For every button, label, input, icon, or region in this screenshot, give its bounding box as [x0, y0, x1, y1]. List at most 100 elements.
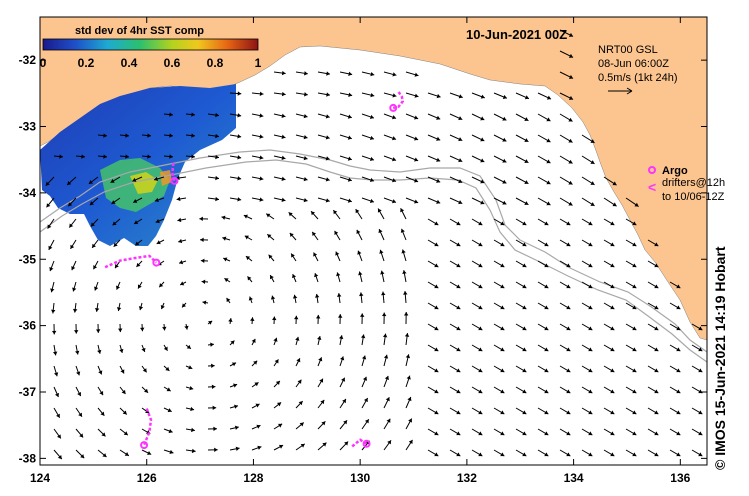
current-arrow [179, 281, 187, 286]
drifter-symbol-icon: < [648, 179, 656, 195]
current-arrow [515, 197, 529, 206]
current-arrow [581, 260, 593, 268]
current-arrow [515, 386, 527, 394]
current-arrow [581, 449, 593, 457]
current-arrow [97, 154, 108, 159]
current-arrow [537, 365, 549, 373]
current-arrow [97, 365, 103, 375]
current-arrow [537, 197, 551, 206]
current-source: NRT00 GSL [598, 44, 658, 56]
current-arrow [515, 302, 527, 310]
current-arrow [515, 155, 529, 164]
current-arrow [292, 273, 297, 283]
current-arrow [75, 428, 84, 438]
current-arrow [537, 323, 549, 331]
current-arrow [295, 92, 308, 97]
current-arrow [53, 386, 60, 398]
current-arrow [559, 113, 573, 122]
current-arrow [207, 363, 215, 368]
current-arrow [295, 197, 308, 203]
current-arrow [163, 365, 170, 372]
argo-drifter-tracks [104, 91, 405, 450]
current-arrow [559, 92, 574, 100]
current-arrow [581, 281, 593, 289]
current-arrow [96, 323, 101, 333]
current-arrow [603, 302, 615, 310]
current-arrow [405, 113, 419, 120]
current-arrow [295, 176, 308, 182]
scale-arrow-icon [608, 87, 633, 95]
current-arrow [295, 358, 301, 367]
current-arrow [313, 252, 319, 262]
current-arrow [132, 197, 143, 204]
current-arrow [119, 407, 128, 415]
current-arrow [378, 228, 385, 241]
current-arrow [229, 340, 235, 346]
current-arrow [269, 274, 275, 283]
current-arrow [175, 175, 187, 181]
colorbar-tick-label: 0.2 [78, 56, 95, 70]
current-arrow [317, 420, 326, 430]
current-arrow [559, 260, 571, 268]
current-arrow [97, 344, 102, 354]
current-arrow [449, 365, 461, 373]
current-arrow [647, 260, 659, 268]
current-arrow [669, 281, 681, 289]
current-arrows [45, 29, 703, 460]
current-arrow [427, 407, 439, 415]
lon-tick-label: 124 [30, 471, 50, 485]
colorbar-tick-label: 0 [40, 56, 47, 70]
current-arrow [228, 318, 233, 325]
current-arrow [163, 112, 174, 117]
argo-float-marker [389, 103, 398, 112]
current-arrow [537, 449, 549, 457]
current-arrow [229, 404, 239, 409]
current-arrow [493, 155, 507, 163]
current-arrow [119, 344, 124, 354]
colorbar-title: std dev of 4hr SST comp [75, 25, 204, 37]
current-arrow [603, 218, 615, 226]
current-arrow [356, 229, 363, 241]
current-arrow [52, 344, 58, 356]
current-arrow [537, 176, 551, 185]
current-arrow [91, 239, 99, 249]
current-arrow [295, 155, 308, 161]
current-arrow [273, 134, 286, 139]
current-arrow [75, 386, 82, 397]
current-arrow [427, 302, 439, 310]
imos-credit: © IMOS 15-Jun-2021 14:19 Hobart [712, 246, 728, 470]
current-arrow [383, 439, 392, 451]
argo-float-marker [362, 439, 371, 448]
current-arrow [53, 365, 59, 377]
current-arrow [471, 239, 483, 247]
current-arrow [625, 239, 637, 247]
current-arrow [625, 428, 637, 436]
current-arrow [317, 155, 330, 161]
current-arrow [317, 71, 331, 76]
current-arrow [110, 176, 121, 184]
current-arrow [405, 418, 413, 430]
current-arrow [647, 449, 659, 457]
current-arrow [250, 317, 255, 325]
current-arrow [471, 113, 485, 121]
current-arrow [221, 215, 231, 220]
current-arrow [289, 232, 297, 241]
current-arrow [155, 218, 165, 224]
current-arrow [537, 134, 551, 143]
current-arrow [355, 208, 363, 220]
current-arrow [163, 449, 174, 455]
current-arrow [581, 302, 593, 310]
current-arrow [471, 428, 483, 436]
current-arrow [272, 316, 277, 325]
current-arrow [207, 426, 217, 432]
current-arrow [273, 359, 279, 367]
current-arrow [669, 428, 681, 436]
current-arrow [383, 418, 391, 430]
current-arrow [471, 386, 483, 394]
current-arrow [247, 276, 253, 283]
current-arrow [207, 133, 220, 139]
current-arrow [449, 449, 461, 457]
current-arrow [251, 134, 264, 139]
current-arrow [427, 218, 439, 226]
current-arrow [116, 302, 122, 312]
